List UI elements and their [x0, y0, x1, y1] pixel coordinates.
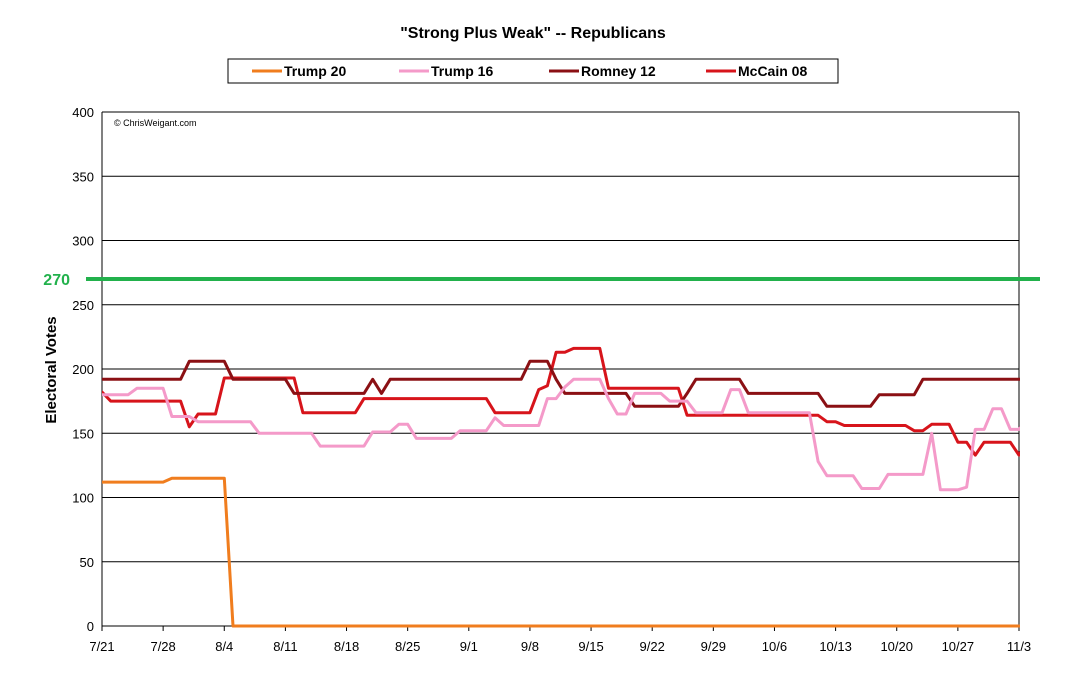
gridlines: [101, 111, 1020, 627]
threshold-group: 270: [43, 272, 1040, 289]
series-line-trump-16: [102, 377, 1020, 492]
y-tick-label: 50: [80, 555, 94, 570]
x-tick-label: 9/15: [578, 639, 603, 654]
x-tick-label: 7/21: [89, 639, 114, 654]
x-tick-label: 8/4: [215, 639, 233, 654]
y-tick-labels: 0 50 100 150 200 250 300 350 400: [72, 105, 94, 634]
x-tick-label: 10/13: [819, 639, 852, 654]
x-tick-label: 10/27: [942, 639, 975, 654]
y-tick-label: 0: [87, 619, 94, 634]
x-tick-label: 10/6: [762, 639, 787, 654]
y-tick-label: 350: [72, 169, 94, 184]
y-tick-label: 400: [72, 105, 94, 120]
y-tick-label: 100: [72, 491, 94, 506]
x-tick-label: 9/29: [701, 639, 726, 654]
legend-label: Romney 12: [581, 63, 656, 79]
legend-box: [227, 58, 839, 84]
x-tick-label: 9/8: [521, 639, 539, 654]
x-tick-label: 8/18: [334, 639, 359, 654]
x-tick-label: 10/20: [880, 639, 913, 654]
x-tick-label: 7/28: [150, 639, 175, 654]
y-tick-label: 150: [72, 426, 94, 441]
x-tick-label: 8/25: [395, 639, 420, 654]
y-axis-label: Electoral Votes: [43, 316, 60, 423]
legend: Trump 20 Trump 16 Romney 12 McCain 08: [227, 58, 839, 84]
x-tick-labels: 7/21 7/28 8/4 8/11 8/18 8/25 9/1 9/8 9/15 9/22 9/2…: [89, 626, 1031, 654]
chart-title: "Strong Plus Weak" -- Republicans: [400, 25, 666, 42]
series-line-trump-20: [102, 476, 1020, 628]
x-tick-label: 9/1: [460, 639, 478, 654]
threshold-label: 270: [43, 272, 70, 289]
x-tick-label: 9/22: [640, 639, 665, 654]
y-tick-label: 200: [72, 362, 94, 377]
series-line-mccain-08: [102, 346, 1020, 457]
legend-label: McCain 08: [738, 63, 807, 79]
series-group: [102, 346, 1020, 628]
legend-label: Trump 16: [431, 63, 493, 79]
legend-label: Trump 20: [284, 63, 346, 79]
x-tick-label: 8/11: [273, 639, 297, 654]
series-line-romney-12: [102, 359, 1020, 408]
y-tick-label: 250: [72, 298, 94, 313]
y-tick-label: 300: [72, 234, 94, 249]
x-tick-label: 11/3: [1007, 639, 1031, 654]
copyright-text: © ChrisWeigant.com: [114, 118, 197, 128]
